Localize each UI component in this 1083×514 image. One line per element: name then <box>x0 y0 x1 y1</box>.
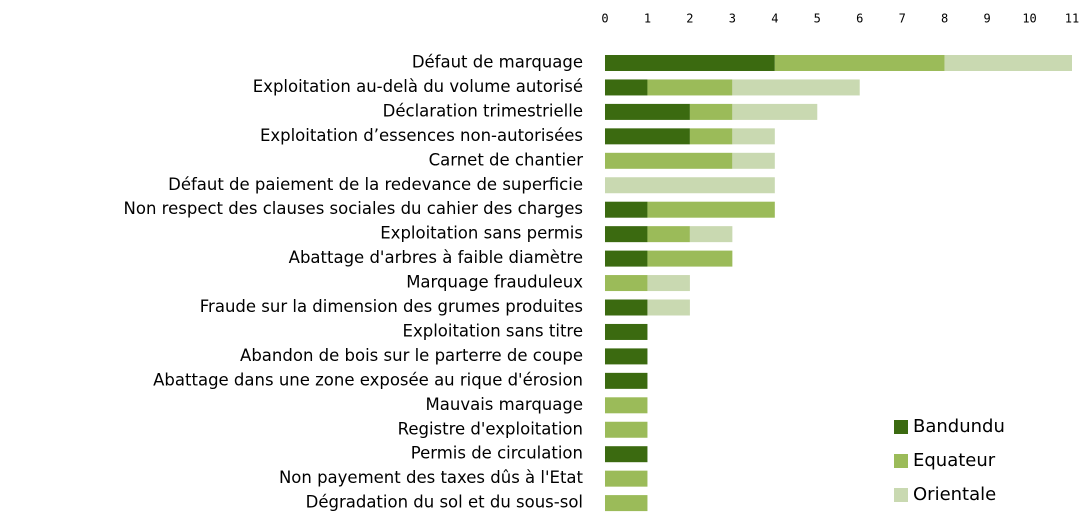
bar-segment <box>689 128 733 145</box>
bar-segment <box>605 250 648 267</box>
x-tick-label: 10 <box>1022 12 1036 26</box>
x-tick-label: 7 <box>899 12 906 26</box>
category-label: Dégradation du sol et du sous-sol <box>306 493 583 512</box>
bar-segment <box>689 226 733 243</box>
x-tick-label: 5 <box>814 12 821 26</box>
category-label: Non payement des taxes dûs à l'Etat <box>279 468 584 487</box>
bar-segment <box>605 421 648 438</box>
bar-segment <box>732 128 775 145</box>
category-label: Défaut de paiement de la redevance de su… <box>168 175 583 194</box>
category-label: Exploitation sans permis <box>380 224 583 243</box>
bar-segment <box>605 152 733 169</box>
category-label: Carnet de chantier <box>429 150 584 169</box>
bar-segment <box>647 226 690 243</box>
bar-segment <box>605 495 648 512</box>
category-label: Permis de circulation <box>411 444 583 463</box>
bar-segment <box>605 103 690 120</box>
bar-segment <box>605 348 648 365</box>
bar-segment <box>732 103 818 120</box>
category-label: Abattage dans une zone exposée au rique … <box>153 370 583 389</box>
legend-swatch <box>894 488 908 502</box>
category-label: Déclaration trimestrielle <box>383 101 583 120</box>
category-label: Abattage d'arbres à faible diamètre <box>289 248 583 267</box>
x-tick-label: 2 <box>686 12 693 26</box>
bar-segment <box>732 152 775 169</box>
x-tick-label: 6 <box>856 12 863 26</box>
x-tick-label: 4 <box>771 12 778 26</box>
bar-segment <box>732 79 860 96</box>
x-tick-label: 11 <box>1065 12 1079 26</box>
bar-segment <box>605 79 648 96</box>
legend-label: Bandundu <box>913 416 1005 437</box>
bar-segment <box>605 55 775 71</box>
bar-segment <box>647 250 733 267</box>
bar-segment <box>605 397 648 414</box>
bar-segment <box>605 470 648 487</box>
category-label: Mauvais marquage <box>426 395 583 414</box>
category-label: Exploitation d’essences non-autorisées <box>260 126 583 145</box>
bar-segment <box>944 55 1072 71</box>
bar-segment <box>605 446 648 463</box>
legend-swatch <box>894 454 908 468</box>
category-label: Abandon de bois sur le parterre de coupe <box>240 346 583 365</box>
legend-swatch <box>894 420 908 434</box>
x-tick-label: 8 <box>941 12 948 26</box>
category-label: Marquage frauduleux <box>406 273 583 292</box>
bar-segment <box>605 226 648 243</box>
bar-segment <box>605 201 648 218</box>
category-label: Non respect des clauses sociales du cahi… <box>124 199 583 218</box>
bar-segment <box>647 275 690 292</box>
category-label: Registre d'exploitation <box>398 419 583 438</box>
bar-segment <box>605 323 648 340</box>
x-tick-label: 1 <box>644 12 651 26</box>
bar-segment <box>689 103 733 120</box>
bar-segment <box>605 128 690 145</box>
bar-segment <box>647 79 733 96</box>
bar-segment <box>605 372 648 389</box>
category-label: Défaut de marquage <box>412 53 583 72</box>
bar-segment <box>774 55 945 71</box>
legend-label: Orientale <box>913 484 996 505</box>
bar-segment <box>647 201 775 218</box>
category-label: Exploitation sans titre <box>403 321 583 340</box>
x-tick-label: 9 <box>983 12 990 26</box>
x-tick-label: 0 <box>601 12 608 26</box>
category-label: Fraude sur la dimension des grumes produ… <box>200 297 583 316</box>
bar-segment <box>605 177 775 194</box>
legend-label: Equateur <box>913 450 996 471</box>
category-label: Exploitation au-delà du volume autorisé <box>253 77 583 96</box>
bar-segment <box>605 299 648 316</box>
bar-segment <box>605 275 648 292</box>
bar-segment <box>647 299 690 316</box>
x-tick-label: 3 <box>729 12 736 26</box>
